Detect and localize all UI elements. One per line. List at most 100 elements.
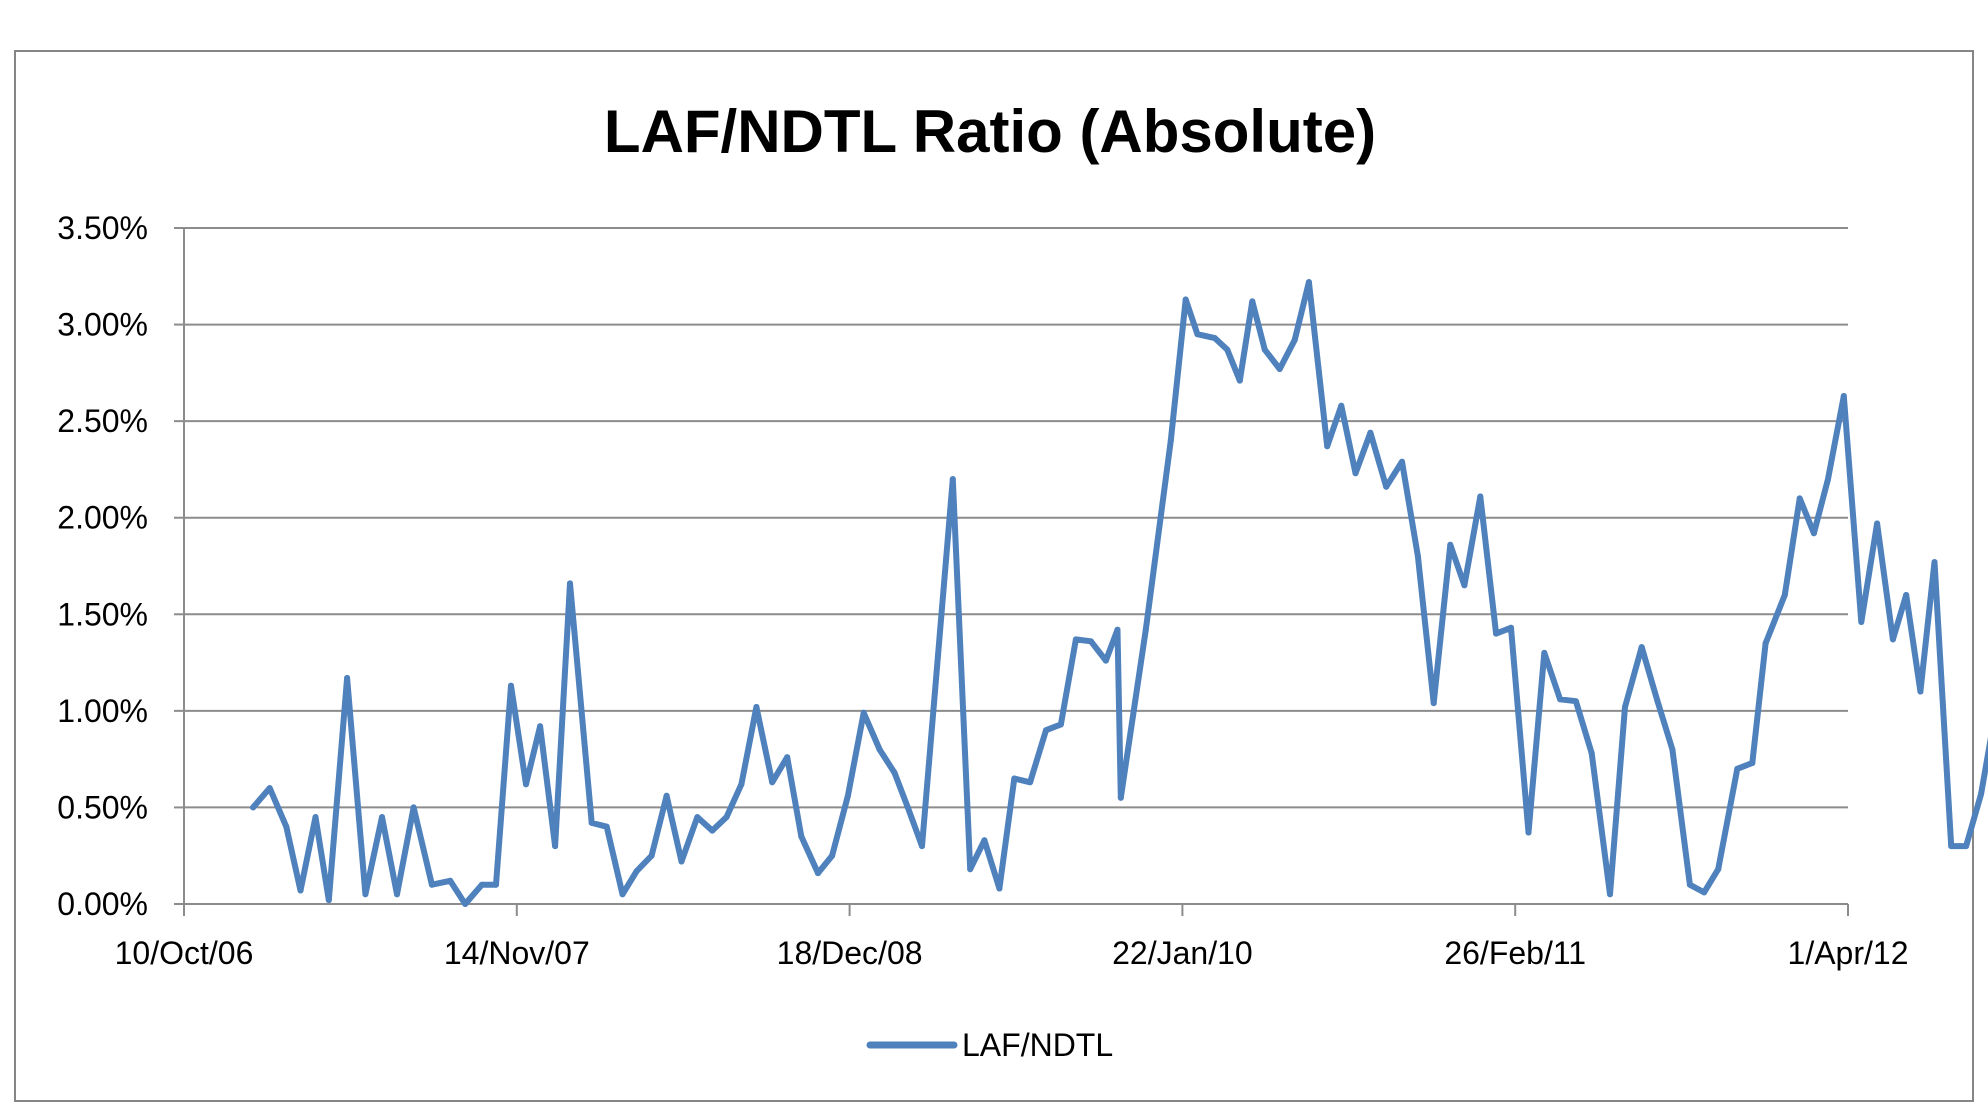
data-point xyxy=(1734,765,1741,772)
data-point xyxy=(738,781,745,788)
data-point xyxy=(1715,866,1722,873)
data-point xyxy=(1236,377,1243,384)
data-point xyxy=(829,852,836,859)
data-point xyxy=(1978,790,1985,797)
data-point xyxy=(1430,700,1437,707)
data-point xyxy=(967,866,974,873)
data-point xyxy=(508,682,514,689)
data-point xyxy=(1182,296,1189,303)
y-tick-label: 0.50% xyxy=(57,789,148,825)
data-point xyxy=(1291,337,1298,343)
data-point xyxy=(1825,476,1831,483)
data-point xyxy=(1963,843,1970,850)
data-point xyxy=(1701,889,1708,896)
data-point xyxy=(1903,592,1910,598)
data-point xyxy=(723,814,730,821)
data-point xyxy=(1840,393,1847,399)
data-point xyxy=(1477,493,1484,500)
data-point xyxy=(1367,429,1374,436)
data-point xyxy=(1167,437,1174,444)
data-point xyxy=(1324,443,1331,450)
data-point xyxy=(1762,640,1769,647)
data-point xyxy=(1142,626,1149,633)
data-point xyxy=(588,819,595,826)
data-point xyxy=(1874,520,1881,527)
data-point xyxy=(1011,775,1018,782)
data-point xyxy=(537,723,544,730)
data-point xyxy=(410,804,417,811)
data-point xyxy=(1447,541,1454,548)
data-point xyxy=(1352,470,1359,477)
data-point xyxy=(694,814,701,821)
y-tick-label: 2.00% xyxy=(57,500,148,536)
data-point xyxy=(844,792,851,799)
y-tick-label: 3.50% xyxy=(57,210,148,246)
data-point xyxy=(428,881,435,888)
data-point xyxy=(709,827,716,834)
axes xyxy=(174,227,1849,916)
data-point xyxy=(996,885,1003,892)
data-point xyxy=(663,792,670,799)
data-point xyxy=(1638,644,1645,651)
data-point xyxy=(1749,760,1756,766)
data-point xyxy=(1493,630,1500,637)
data-point xyxy=(297,887,304,894)
y-tick-labels: 0.00% 0.50% 1.00% 1.50% 2.00% 2.50% 3.00% 3.50% xyxy=(57,210,148,922)
data-point xyxy=(603,823,610,830)
x-tick-labels: 10/Oct/06 14/Nov/07 18/Dec/08 22/Jan/10 26/F… xyxy=(115,935,1909,971)
data-point xyxy=(1525,829,1532,836)
data-point xyxy=(1541,649,1548,656)
data-point xyxy=(379,814,385,821)
data-point xyxy=(1102,657,1109,664)
data-point xyxy=(523,781,529,788)
data-point xyxy=(1810,530,1817,537)
data-point xyxy=(283,823,290,830)
data-point xyxy=(1399,458,1405,465)
y-tick-label: 0.00% xyxy=(57,886,148,922)
data-point xyxy=(1858,619,1865,625)
data-point xyxy=(891,769,898,776)
data-point xyxy=(1557,696,1564,703)
y-tick-label: 1.50% xyxy=(57,596,148,632)
data-point xyxy=(1686,881,1693,888)
data-point xyxy=(1889,636,1896,643)
data-point xyxy=(1781,592,1788,598)
data-point xyxy=(619,891,626,898)
y-tick-label: 1.00% xyxy=(57,693,148,729)
data-point xyxy=(362,891,369,898)
legend: LAF/NDTL xyxy=(866,1027,1113,1063)
data-point xyxy=(1917,688,1924,695)
data-point xyxy=(876,746,883,753)
data-point xyxy=(769,779,776,786)
data-point xyxy=(462,901,469,907)
data-point xyxy=(1414,553,1421,560)
data-point xyxy=(1057,721,1064,728)
data-point xyxy=(1948,843,1955,850)
data-point xyxy=(753,704,760,710)
data-point xyxy=(1043,727,1049,734)
data-point xyxy=(312,814,319,821)
data-point xyxy=(1931,559,1938,566)
x-tick-label: 10/Oct/06 xyxy=(115,935,254,971)
data-point xyxy=(1654,698,1661,705)
gridlines xyxy=(184,227,1848,809)
data-point xyxy=(815,870,821,877)
data-point xyxy=(1338,402,1345,409)
data-point xyxy=(648,852,655,859)
legend-label-laf-ndtl: LAF/NDTL xyxy=(962,1027,1113,1063)
data-point xyxy=(447,877,454,884)
data-point xyxy=(784,754,791,761)
data-point xyxy=(1622,704,1628,710)
series-points xyxy=(250,279,1985,907)
data-point xyxy=(1572,698,1579,705)
data-point xyxy=(1087,638,1094,645)
data-point xyxy=(1114,626,1121,633)
data-point xyxy=(552,843,559,850)
x-tick-label: 1/Apr/12 xyxy=(1788,935,1909,971)
x-tick-label: 26/Feb/11 xyxy=(1444,935,1586,971)
chart-title: LAF/NDTL Ratio (Absolute) xyxy=(604,98,1376,165)
series-group xyxy=(250,279,1988,907)
data-point xyxy=(1305,279,1312,286)
data-point xyxy=(1669,746,1676,753)
